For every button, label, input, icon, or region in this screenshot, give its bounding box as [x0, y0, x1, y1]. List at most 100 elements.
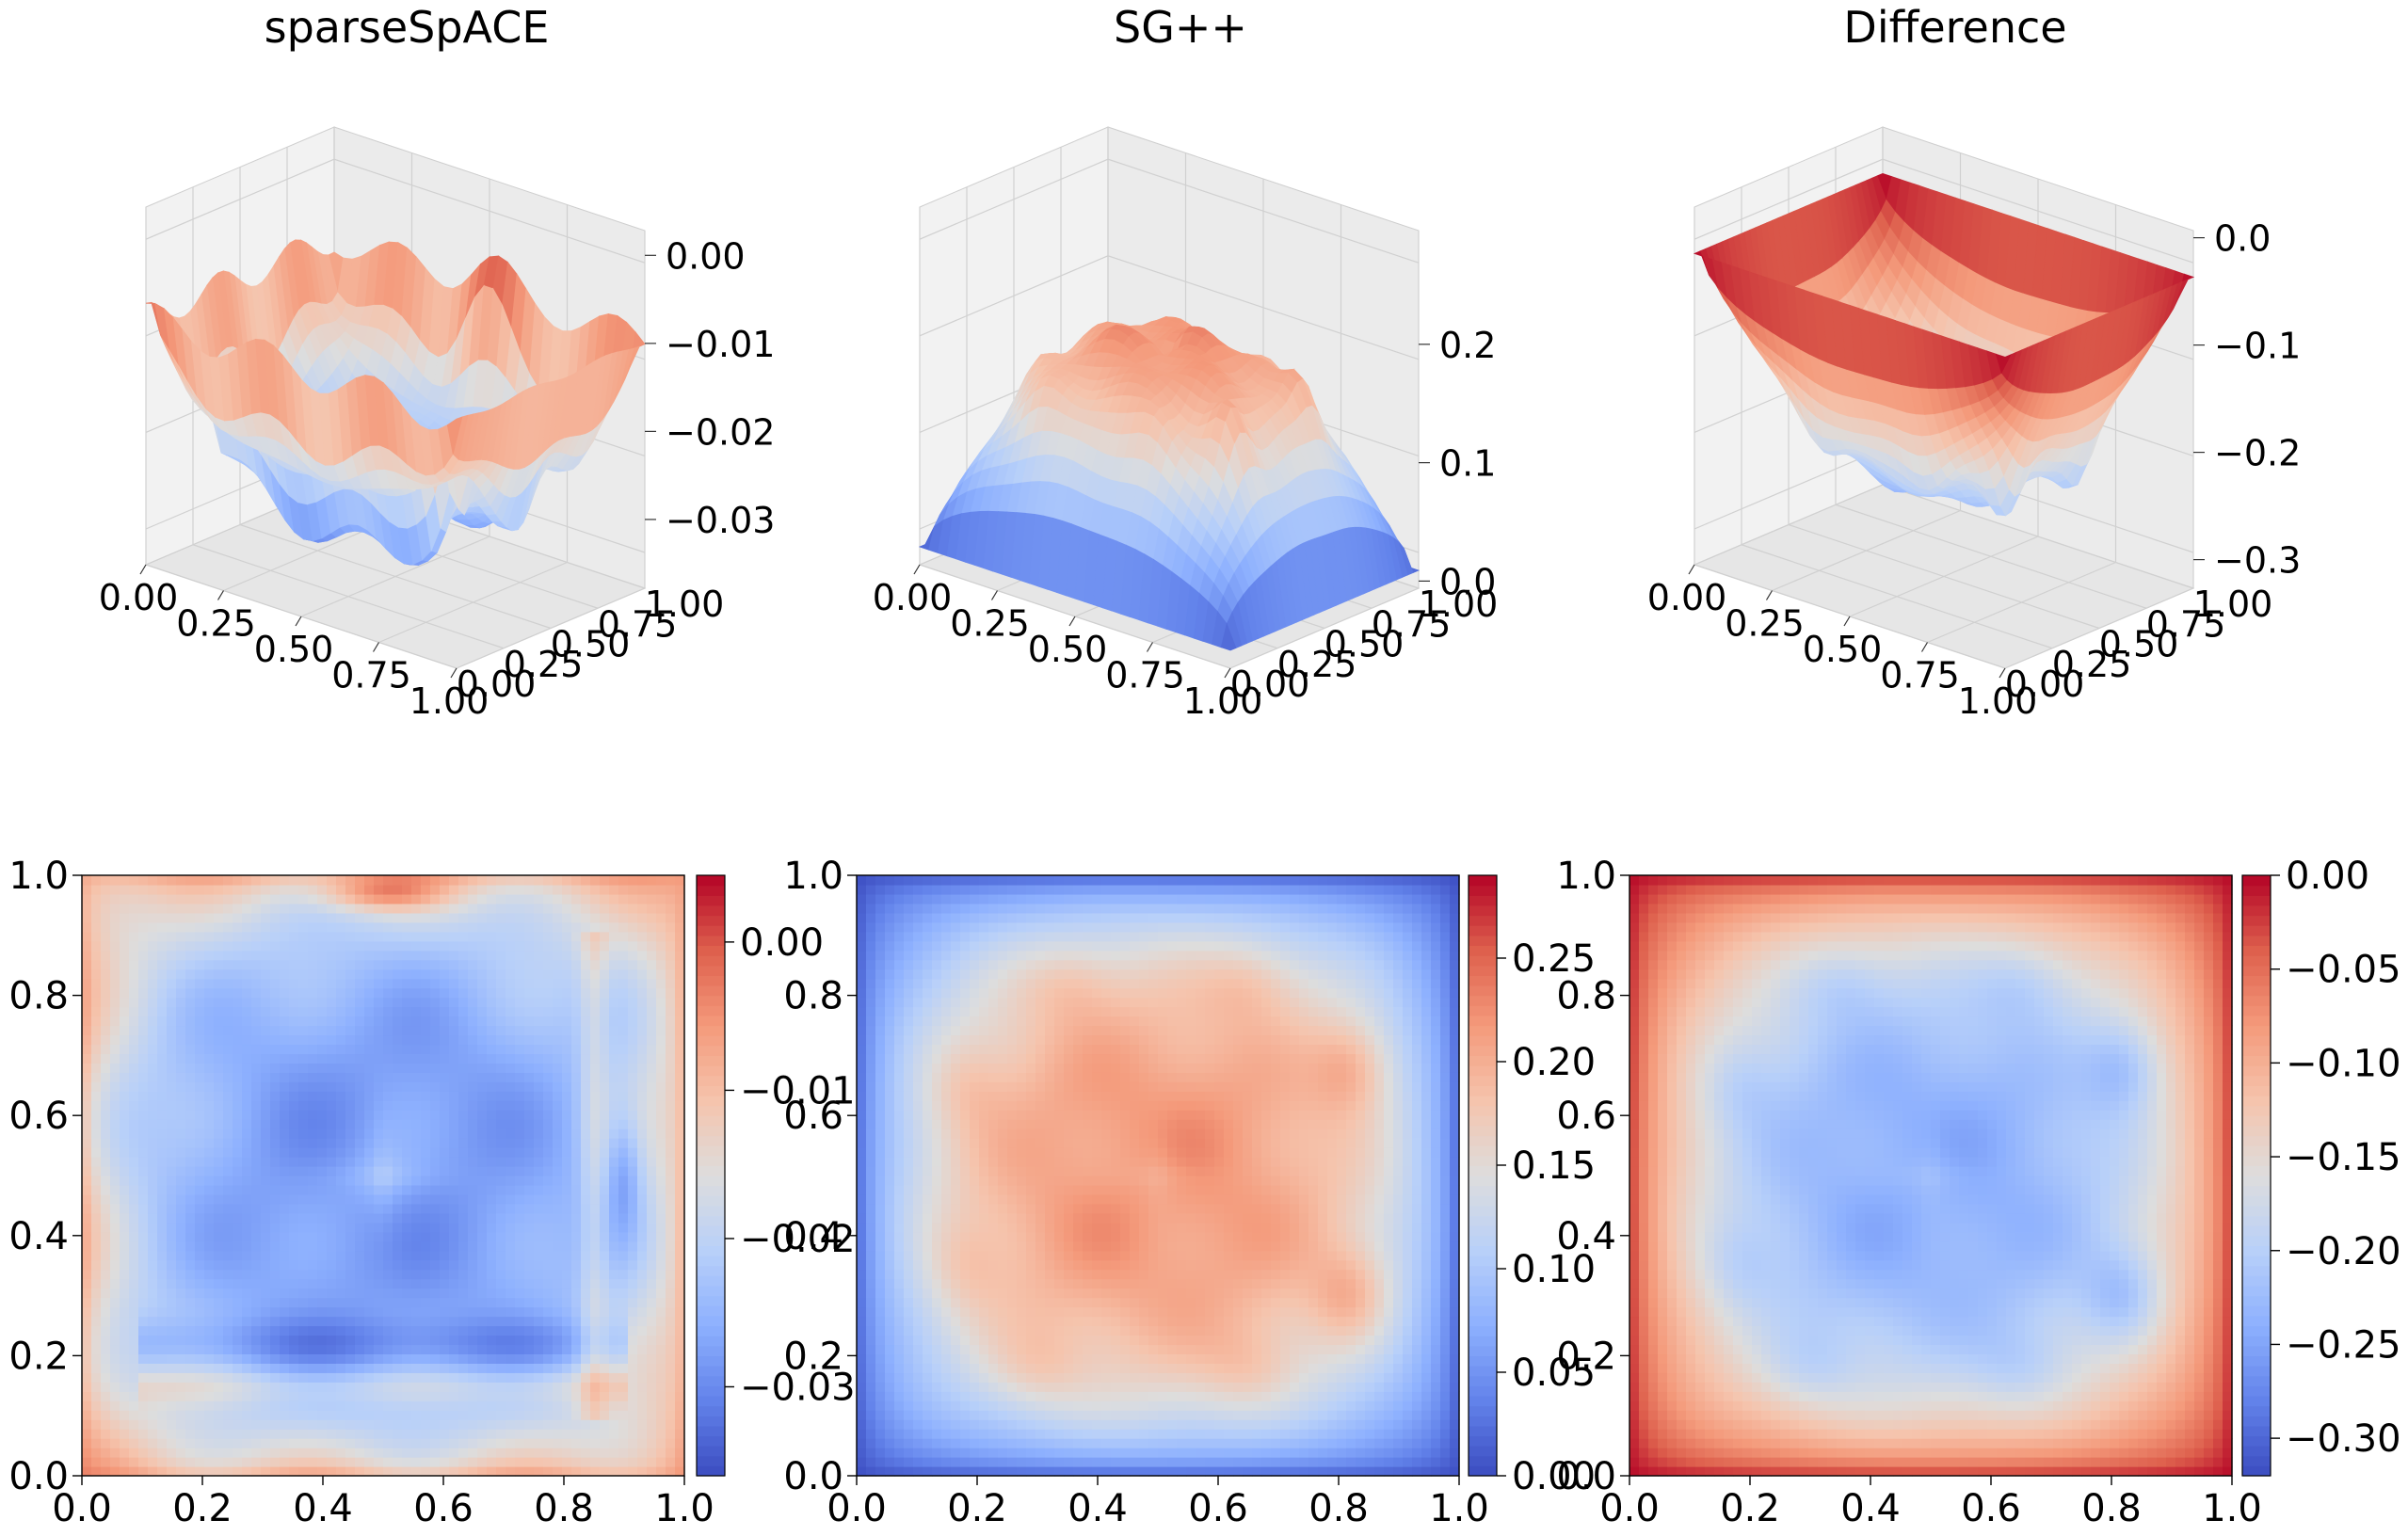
heatmap-cell [242, 1251, 252, 1261]
heatmap-cell [270, 1128, 281, 1139]
heatmap-cell [110, 1317, 120, 1327]
heatmap-cell [242, 1213, 252, 1224]
heatmap-cell [101, 1288, 111, 1299]
heatmap-cell [233, 1307, 243, 1318]
heatmap-cell [138, 1072, 149, 1082]
heatmap-cell [195, 1279, 205, 1289]
heatmap-cell [82, 941, 92, 952]
x-tick [1148, 643, 1153, 652]
heatmap-cell [261, 1260, 271, 1271]
heatmap-cell [185, 1223, 196, 1233]
heatmap-cell [195, 1034, 205, 1045]
heatmap-cell [289, 1382, 299, 1392]
heatmap-cell [270, 885, 281, 895]
heatmap-cell [242, 1391, 252, 1401]
heatmap-cell [261, 1138, 271, 1148]
heatmap-cell [280, 1157, 290, 1167]
heatmap-cell [242, 875, 252, 886]
heatmap-cell [195, 1176, 205, 1186]
heatmap-cell [242, 1194, 252, 1205]
heatmap-cell [101, 1335, 111, 1345]
heatmap-cell [176, 998, 186, 1008]
heatmap-cell [242, 1157, 252, 1167]
heatmap-cell [289, 1307, 299, 1318]
heatmap-cell [91, 1026, 102, 1036]
heatmap-cell [157, 1119, 168, 1129]
heatmap-cell [185, 1110, 196, 1120]
heatmap-cell [138, 1063, 149, 1073]
heatmap-cell [195, 1157, 205, 1167]
heatmap-cell [176, 1166, 186, 1176]
heatmap-cell [204, 1166, 215, 1176]
heatmap-cell [185, 1016, 196, 1027]
heatmap-cell [91, 1382, 102, 1392]
heatmap-cell [223, 1026, 233, 1036]
heatmap-cell [223, 1448, 233, 1458]
heatmap-cell [101, 1157, 111, 1167]
heatmap-cell [167, 951, 177, 961]
heatmap-cell [185, 1410, 196, 1420]
heatmap-cell [157, 1372, 168, 1383]
heatmap-cell [233, 1072, 243, 1082]
heatmap-cell [280, 1335, 290, 1345]
heatmap-cell [251, 1204, 262, 1214]
heatmap-cell [129, 1072, 139, 1082]
heatmap-cell [91, 1344, 102, 1354]
heatmap-cell [204, 885, 215, 895]
heatmap-cell [176, 875, 186, 886]
heatmap-cell [251, 1382, 262, 1392]
heatmap-cell [185, 1128, 196, 1139]
heatmap-cell [185, 951, 196, 961]
heatmap-cell [242, 1072, 252, 1082]
heatmap-cell [223, 894, 233, 904]
heatmap-cell [242, 1382, 252, 1392]
heatmap-cell [233, 1260, 243, 1271]
heatmap-cell [289, 1429, 299, 1439]
x-tick-label: 0.50 [254, 629, 334, 670]
heatmap-cell [233, 1063, 243, 1073]
heatmap-cell [101, 1372, 111, 1383]
heatmap-cell [270, 894, 281, 904]
heatmap-cell [251, 1260, 262, 1271]
heatmap-cell [214, 1100, 224, 1111]
heatmap-cell [157, 1147, 168, 1158]
heatmap-cell [289, 1270, 299, 1280]
heatmap-cell [270, 1194, 281, 1205]
heatmap-cell [261, 1363, 271, 1373]
heatmap-cell [110, 1353, 120, 1364]
heatmap-cell [223, 1307, 233, 1318]
heatmap-cell [91, 951, 102, 961]
heatmap-cell [91, 1466, 102, 1477]
heatmap-cell [129, 875, 139, 886]
heatmap-cell [223, 922, 233, 933]
heatmap-cell [233, 1138, 243, 1148]
heatmap-cell [120, 1307, 130, 1318]
heatmap-cell [233, 1157, 243, 1167]
heatmap-cell [82, 1128, 92, 1139]
heatmap-cell [129, 1100, 139, 1111]
heatmap-cell [233, 988, 243, 999]
heatmap-cell [233, 1391, 243, 1401]
heatmap-cell [270, 1335, 281, 1345]
heatmap-cell [195, 894, 205, 904]
heatmap-cell [223, 1128, 233, 1139]
heatmap-cell [242, 1335, 252, 1345]
heatmap-cell [120, 1410, 130, 1420]
heatmap-cell [176, 1185, 186, 1195]
heatmap-cell [242, 969, 252, 980]
heatmap-cell [214, 904, 224, 914]
heatmap-cell [129, 1251, 139, 1261]
heatmap-cell [176, 1138, 186, 1148]
heatmap-cell [251, 1176, 262, 1186]
heatmap-cell [251, 960, 262, 970]
heatmap-cell [223, 1176, 233, 1186]
heatmap-cell [261, 1448, 271, 1458]
heatmap-cell [233, 1298, 243, 1308]
heatmap-cell [120, 960, 130, 970]
heatmap-cell [195, 1166, 205, 1176]
heatmap-cell [101, 1344, 111, 1354]
heatmap-cell [195, 1016, 205, 1027]
heatmap-cell [280, 1448, 290, 1458]
heatmap-cell [110, 1419, 120, 1430]
heatmap-cell [167, 904, 177, 914]
